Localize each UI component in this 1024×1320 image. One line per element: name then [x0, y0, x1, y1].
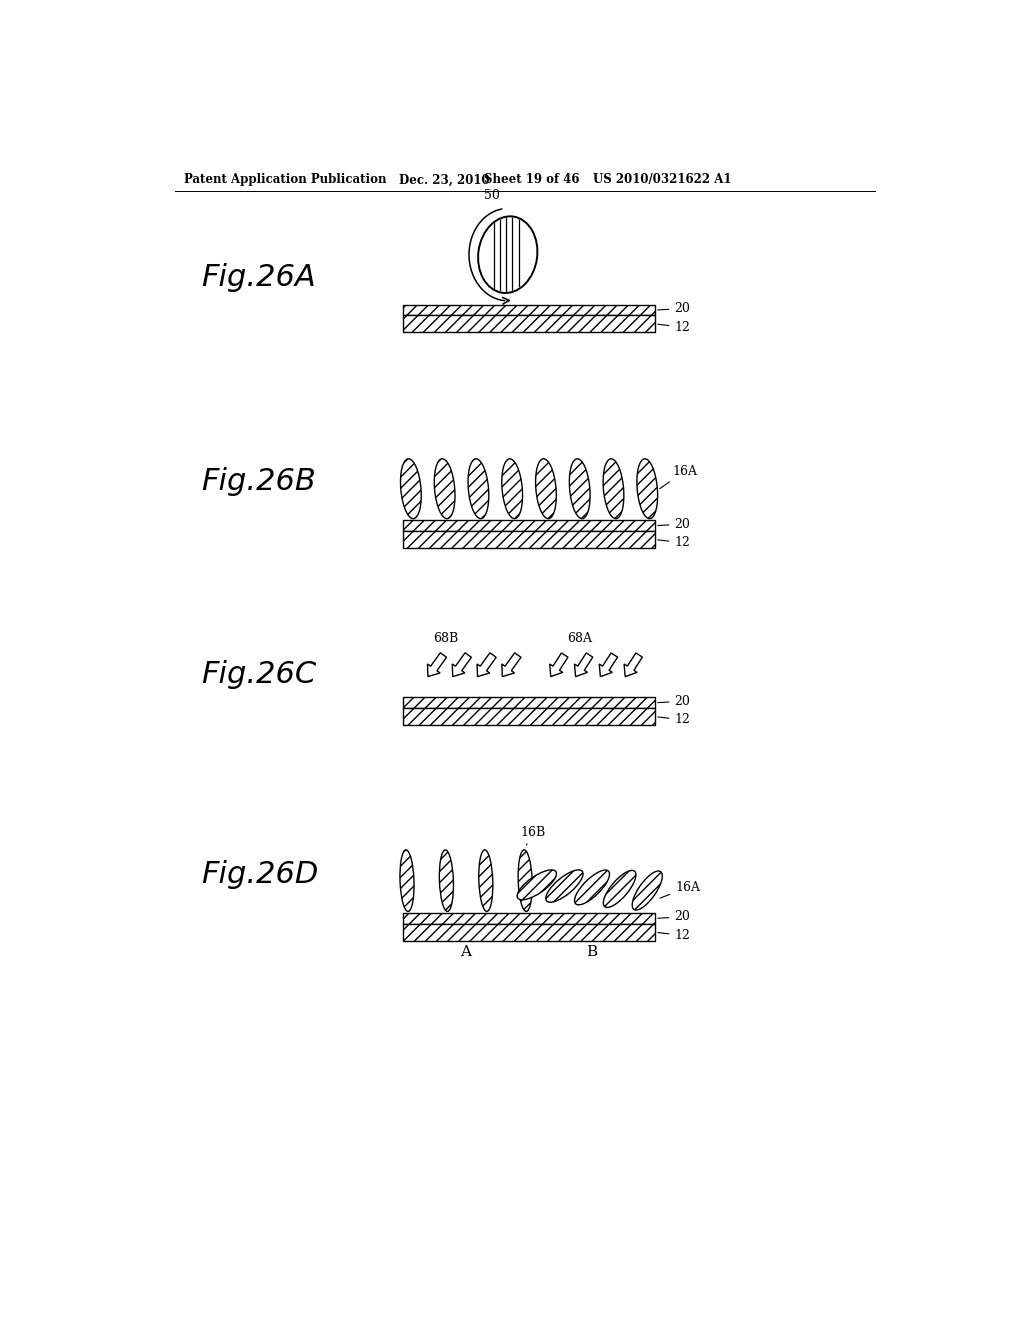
Polygon shape [403, 305, 655, 315]
Polygon shape [624, 653, 642, 677]
Text: 16A: 16A [659, 880, 700, 898]
Text: Patent Application Publication: Patent Application Publication [183, 173, 386, 186]
Polygon shape [550, 653, 568, 677]
Text: 20: 20 [657, 517, 690, 531]
Text: Fig.26D: Fig.26D [202, 861, 319, 888]
Text: Dec. 23, 2010: Dec. 23, 2010 [399, 173, 489, 186]
Ellipse shape [603, 870, 636, 907]
Text: Fig.26B: Fig.26B [202, 467, 316, 496]
Polygon shape [403, 697, 655, 708]
Text: B: B [587, 945, 598, 958]
Text: 12: 12 [657, 713, 690, 726]
Ellipse shape [603, 459, 624, 519]
Ellipse shape [400, 850, 414, 911]
Polygon shape [403, 315, 655, 333]
Ellipse shape [479, 850, 493, 911]
Text: 12: 12 [657, 929, 690, 942]
Polygon shape [477, 653, 497, 677]
Ellipse shape [536, 459, 556, 519]
Ellipse shape [637, 459, 657, 519]
Polygon shape [403, 913, 655, 924]
Ellipse shape [400, 459, 421, 519]
Text: 16A: 16A [659, 465, 697, 488]
Polygon shape [453, 653, 471, 677]
Ellipse shape [569, 459, 590, 519]
Ellipse shape [546, 870, 583, 903]
Text: 68B: 68B [433, 631, 459, 644]
Text: 50: 50 [484, 189, 500, 202]
Text: US 2010/0321622 A1: US 2010/0321622 A1 [593, 173, 731, 186]
Text: 16B: 16B [520, 825, 546, 845]
Ellipse shape [632, 871, 663, 909]
Ellipse shape [502, 459, 522, 519]
Polygon shape [403, 531, 655, 548]
Polygon shape [502, 653, 521, 677]
Polygon shape [599, 653, 617, 677]
Text: A: A [461, 945, 472, 958]
Text: 12: 12 [657, 321, 690, 334]
Polygon shape [403, 924, 655, 941]
Text: 20: 20 [657, 694, 690, 708]
Ellipse shape [439, 850, 454, 911]
Polygon shape [574, 653, 593, 677]
Text: Fig.26C: Fig.26C [202, 660, 316, 689]
Ellipse shape [468, 459, 488, 519]
Text: 68A: 68A [567, 631, 592, 644]
Polygon shape [403, 708, 655, 725]
Text: 20: 20 [657, 911, 690, 924]
Ellipse shape [518, 850, 532, 911]
Text: Sheet 19 of 46: Sheet 19 of 46 [484, 173, 580, 186]
Ellipse shape [517, 870, 556, 900]
Text: 12: 12 [657, 536, 690, 549]
Text: 20: 20 [657, 302, 690, 315]
Polygon shape [427, 653, 446, 677]
Ellipse shape [574, 870, 609, 904]
Ellipse shape [478, 216, 538, 293]
Text: Fig.26A: Fig.26A [202, 263, 316, 292]
Ellipse shape [434, 459, 455, 519]
Polygon shape [403, 520, 655, 531]
